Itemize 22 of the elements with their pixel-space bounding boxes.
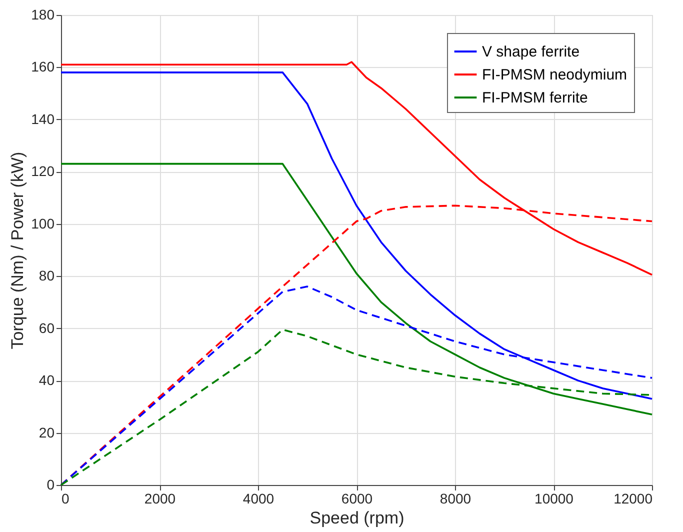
x-axis-title: Speed (rpm) xyxy=(310,508,404,528)
x-tick-label: 8000 xyxy=(440,490,472,506)
y-tick-label: 40 xyxy=(38,372,55,388)
x-tick-label: 12000 xyxy=(614,490,653,506)
y-tick-label: 20 xyxy=(38,424,55,440)
x-tick-label: 10000 xyxy=(534,490,574,506)
y-tick-label: 160 xyxy=(31,58,55,75)
legend-label: FI-PMSM neodymium xyxy=(482,66,628,84)
x-tick-label: 4000 xyxy=(242,490,274,506)
y-tick-label: 100 xyxy=(31,215,55,232)
legend-label: V shape ferrite xyxy=(482,44,580,60)
y-tick-label: 120 xyxy=(31,163,55,180)
y-tick-label: 80 xyxy=(38,268,55,284)
x-tick-label: 0 xyxy=(62,490,70,506)
y-tick-label: 60 xyxy=(38,320,55,336)
y-axis-title: Torque (Nm) / Power (kW) xyxy=(8,152,28,350)
legend-label: FI-PMSM ferrite xyxy=(482,90,588,106)
y-tick-label: 140 xyxy=(31,110,55,127)
y-tick-label: 180 xyxy=(31,6,55,22)
x-tick-label: 6000 xyxy=(341,490,373,506)
y-tick-label: 0 xyxy=(46,476,55,492)
x-tick-label: 2000 xyxy=(144,490,176,506)
